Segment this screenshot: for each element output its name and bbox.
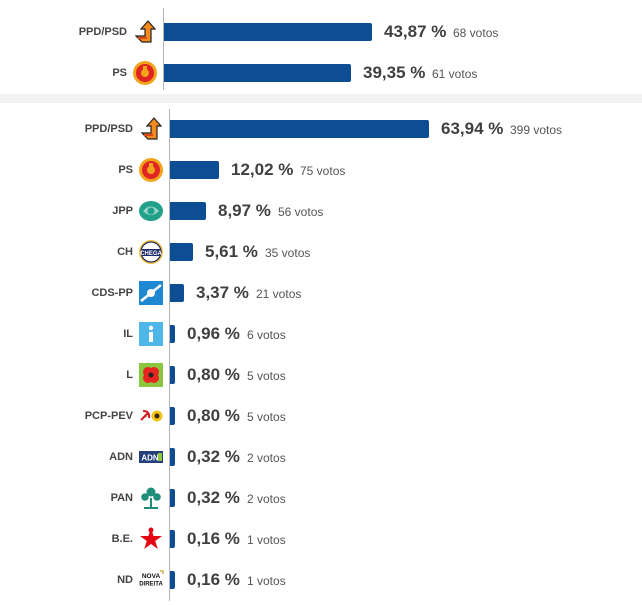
votes-label: 21 votos: [256, 287, 302, 301]
chart-axis: [169, 109, 170, 601]
result-row-pcp-pev: PCP-PEV 0,80 % 5 votos: [0, 396, 642, 437]
percent-label: 0,16 %: [187, 529, 240, 548]
percent-label: 3,37 %: [196, 283, 249, 302]
result-row-il: IL 0,96 % 6 votos: [0, 314, 642, 355]
percent-label: 39,35 %: [363, 63, 426, 82]
svg-text:ADN: ADN: [141, 454, 159, 463]
result-bar: [170, 530, 175, 548]
result-row-ps: PS 12,02 % 75 votos: [0, 150, 642, 191]
votes-label: 1 votos: [247, 574, 286, 588]
result-bar: [170, 161, 219, 179]
result-row-nd: ND NOVA DIREITA 0,16 % 1 votos: [0, 560, 642, 601]
votes-label: 5 votos: [247, 369, 286, 383]
psd-arrow-icon: [138, 116, 164, 142]
bottom-results-chart: PPD/PSD 63,94 % 399 votos PS 12,02 % 75 votos…: [0, 103, 642, 605]
result-row-pan: PAN 0,32 % 2 votos: [0, 478, 642, 519]
votes-label: 1 votos: [247, 533, 286, 547]
percent-label: 0,16 %: [187, 570, 240, 589]
result-bar: [170, 489, 175, 507]
result-bar: [170, 448, 175, 466]
percent-label: 0,32 %: [187, 447, 240, 466]
result-bar: [170, 366, 175, 384]
result-bar: [170, 120, 429, 138]
result-bar: [170, 571, 175, 589]
votes-label: 2 votos: [247, 451, 286, 465]
svg-text:CHEGA: CHEGA: [140, 251, 162, 257]
result-bar: [170, 202, 206, 220]
result-row-adn: ADN ADN 0,32 % 2 votos: [0, 437, 642, 478]
jpp-icon: [138, 198, 164, 224]
percent-label: 0,80 %: [187, 365, 240, 384]
votes-label: 61 votos: [432, 67, 478, 81]
result-bar: [170, 325, 175, 343]
pan-tree-icon: [138, 485, 164, 511]
chart-separator: [0, 94, 642, 103]
party-label: CDS-PP: [91, 287, 133, 299]
party-label: CH: [117, 246, 133, 258]
party-label: PCP-PEV: [84, 410, 133, 422]
top-results-chart: PPD/PSD 43,87 % 68 votos PS 39,35 % 61 votos: [0, 0, 642, 94]
cds-icon: [138, 280, 164, 306]
result-row-jpp: JPP 8,97 % 56 votos: [0, 191, 642, 232]
result-bar: [170, 284, 184, 302]
result-bar: [164, 23, 372, 41]
chart-axis: [163, 8, 164, 90]
votes-label: 5 votos: [247, 410, 286, 424]
result-bar: [164, 64, 351, 82]
party-label: PPD/PSD: [84, 123, 133, 135]
result-row-ps: PS 39,35 % 61 votos: [0, 53, 642, 94]
result-bar: [170, 407, 175, 425]
votes-label: 68 votos: [453, 26, 499, 40]
party-label: PAN: [110, 492, 133, 504]
chega-icon: CHEGA: [138, 239, 164, 265]
party-label: IL: [123, 328, 133, 340]
votes-label: 6 votos: [247, 328, 286, 342]
svg-text:NOVA: NOVA: [142, 573, 161, 580]
svg-text:DIREITA: DIREITA: [139, 582, 163, 588]
votes-label: 75 votos: [300, 164, 346, 178]
ps-fist-icon: [132, 60, 158, 86]
percent-label: 63,94 %: [441, 119, 504, 138]
result-row-l: L 0,80 % 5 votos: [0, 355, 642, 396]
ps-fist-icon: [138, 157, 164, 183]
party-label: L: [126, 369, 133, 381]
adn-icon: ADN: [138, 444, 164, 470]
nova-direita-icon: NOVA DIREITA: [138, 567, 164, 593]
result-row-ppd-psd: PPD/PSD 43,87 % 68 votos: [0, 12, 642, 53]
percent-label: 0,80 %: [187, 406, 240, 425]
party-label: PS: [118, 164, 133, 176]
party-label: ADN: [109, 451, 133, 463]
result-bar: [170, 243, 193, 261]
il-icon: [138, 321, 164, 347]
result-row-b-e: B.E. 0,16 % 1 votos: [0, 519, 642, 560]
result-row-cds-pp: CDS-PP 3,37 % 21 votos: [0, 273, 642, 314]
votes-label: 56 votos: [278, 205, 324, 219]
percent-label: 0,96 %: [187, 324, 240, 343]
percent-label: 8,97 %: [218, 201, 271, 220]
percent-label: 0,32 %: [187, 488, 240, 507]
percent-label: 5,61 %: [205, 242, 258, 261]
votes-label: 399 votos: [510, 123, 563, 137]
psd-arrow-icon: [132, 19, 158, 45]
livre-poppy-icon: [138, 362, 164, 388]
party-label: PPD/PSD: [78, 26, 127, 38]
party-label: PS: [112, 67, 127, 79]
result-row-ch: CH CHEGA 5,61 % 35 votos: [0, 232, 642, 273]
votes-label: 2 votos: [247, 492, 286, 506]
party-label: ND: [117, 574, 133, 586]
party-label: B.E.: [111, 533, 133, 545]
party-label: JPP: [112, 205, 133, 217]
be-star-icon: [138, 526, 164, 552]
pcp-pev-icon: [138, 403, 164, 429]
result-row-ppd-psd: PPD/PSD 63,94 % 399 votos: [0, 109, 642, 150]
percent-label: 43,87 %: [384, 22, 447, 41]
percent-label: 12,02 %: [231, 160, 294, 179]
votes-label: 35 votos: [265, 246, 311, 260]
